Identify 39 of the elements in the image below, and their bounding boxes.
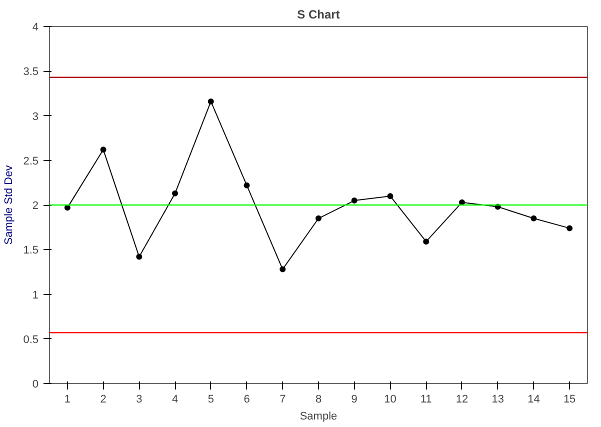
point: [280, 266, 286, 272]
chart-title: S Chart: [297, 8, 340, 22]
y-axis-title: Sample Std Dev: [3, 164, 16, 245]
x-tick-label: 12: [456, 394, 468, 406]
x-tick-label: 8: [315, 394, 322, 406]
x-tick-label: 2: [100, 394, 106, 406]
x-tick-label: 6: [244, 394, 250, 406]
point: [316, 215, 322, 222]
point: [208, 98, 214, 104]
y-tick-label: 3.5: [23, 66, 39, 78]
x-tick-label: 1: [64, 394, 70, 406]
y-tick-label: 1.5: [23, 244, 39, 257]
x-tick-label: 11: [420, 394, 432, 406]
x-tick-label: 7: [280, 394, 286, 406]
y-tick-label: 0: [32, 378, 39, 390]
point: [244, 182, 250, 188]
point: [566, 225, 573, 232]
point: [530, 215, 537, 222]
y-tick-label: 1: [32, 289, 39, 302]
x-tick-label: 5: [208, 394, 214, 406]
x-tick-label: 14: [528, 394, 540, 406]
point: [136, 254, 142, 260]
x-tick-label: 9: [351, 394, 358, 406]
point: [387, 193, 394, 200]
point: [172, 190, 178, 196]
point: [351, 198, 358, 204]
y-tick-label: 2: [32, 200, 39, 212]
x-tick-label: 13: [492, 394, 504, 406]
y-tick-label: 4: [32, 22, 39, 34]
y-tick-label: 0.5: [23, 334, 39, 346]
x-axis-title: Sample: [300, 410, 338, 422]
x-tick-label: 15: [563, 394, 576, 406]
y-tick-label: 3: [32, 110, 39, 123]
x-tick-label: 3: [136, 394, 142, 406]
point: [423, 238, 430, 245]
y-tick-label: 2.5: [23, 155, 39, 168]
point: [100, 146, 106, 153]
x-tick-label: 4: [172, 394, 178, 406]
x-tick-label: 10: [384, 394, 396, 406]
